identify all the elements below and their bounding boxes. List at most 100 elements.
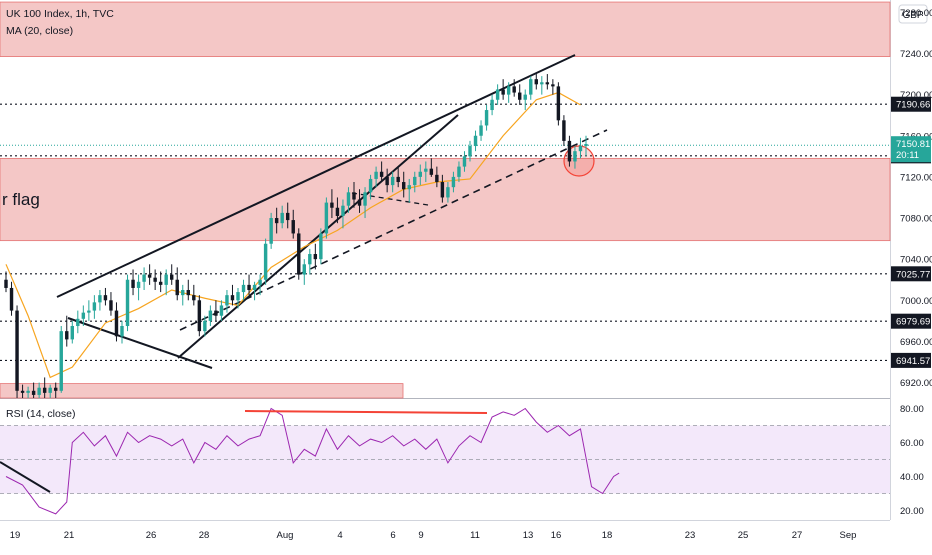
time-tick-label: 9 xyxy=(418,530,423,541)
level-badge-label: 6979.69 xyxy=(896,317,930,328)
rsi-tick-label: 20.00 xyxy=(900,506,924,517)
zones xyxy=(0,1,891,399)
candle xyxy=(462,151,467,172)
candle xyxy=(197,295,202,337)
upper-trend-line[interactable] xyxy=(56,54,576,298)
price-tick-label: 7120.00 xyxy=(900,172,932,183)
candle xyxy=(142,267,146,291)
candle xyxy=(578,137,583,159)
candle xyxy=(297,228,301,280)
candle xyxy=(230,284,235,306)
candle xyxy=(269,212,273,249)
price-tick-label: 7280.00 xyxy=(900,8,932,19)
candle xyxy=(65,315,69,347)
flag-lower-line[interactable] xyxy=(67,317,213,369)
candle xyxy=(357,189,362,213)
currency-badge[interactable]: GBP xyxy=(898,4,928,24)
candle xyxy=(114,302,119,342)
annotation-text: r flag xyxy=(2,190,40,209)
rsi-pane xyxy=(0,407,890,515)
candle xyxy=(457,161,461,183)
candle xyxy=(501,79,505,100)
candle xyxy=(368,174,373,200)
time-tick-label: 23 xyxy=(685,530,696,541)
candle xyxy=(451,171,456,193)
dashed-support-line[interactable] xyxy=(179,129,608,331)
price-tick-label: 7080.00 xyxy=(900,214,932,225)
candle xyxy=(446,182,450,203)
price-axis[interactable]: 7280.007240.007200.007160.007120.007080.… xyxy=(900,8,932,389)
candle xyxy=(274,207,279,234)
candle xyxy=(286,202,290,229)
ma-line xyxy=(5,91,581,379)
candle xyxy=(413,171,417,193)
zone-rect[interactable] xyxy=(0,157,891,242)
candle xyxy=(479,120,483,141)
candle xyxy=(59,326,63,393)
candle xyxy=(540,76,544,95)
candle xyxy=(192,284,196,306)
level-badge: 7190.66 xyxy=(891,96,931,112)
price-tick-label: 7200.00 xyxy=(900,90,932,101)
rsi-trend-line[interactable] xyxy=(0,461,51,493)
time-tick-label: 28 xyxy=(199,530,210,541)
candle xyxy=(125,274,130,332)
candle xyxy=(241,279,246,301)
candles xyxy=(4,74,588,398)
rsi-axis[interactable]: 80.00 60.00 40.00 20.00 xyxy=(900,404,924,517)
candle xyxy=(70,320,74,344)
wedge-lower-line[interactable] xyxy=(177,114,459,359)
time-tick-label: 26 xyxy=(146,530,157,541)
level-badge-label: 7190.66 xyxy=(896,100,930,111)
candle xyxy=(495,84,500,105)
candle xyxy=(280,205,284,229)
candle xyxy=(440,174,445,203)
candle xyxy=(54,382,58,398)
candle xyxy=(374,166,378,188)
candle xyxy=(396,166,400,188)
countdown-label: 20:11 xyxy=(896,150,919,161)
candle xyxy=(407,178,411,203)
time-tick-label: 6 xyxy=(390,530,395,541)
candle xyxy=(4,271,8,293)
levels xyxy=(0,103,890,361)
time-tick-label: Aug xyxy=(277,530,294,541)
price-tick-label: 6920.00 xyxy=(900,378,932,389)
price-badges: 7190.667140.467025.776979.696941.577150.… xyxy=(891,96,931,368)
candle xyxy=(258,274,262,296)
candle xyxy=(390,171,395,193)
candle xyxy=(92,295,97,319)
level-badge-label: 7025.77 xyxy=(896,269,930,280)
candle xyxy=(181,284,185,306)
price-tick-label: 7240.00 xyxy=(900,49,932,60)
zone-rect[interactable] xyxy=(0,383,404,399)
candle xyxy=(341,199,345,229)
candle xyxy=(379,161,384,183)
candle xyxy=(424,161,428,183)
candle xyxy=(103,287,108,306)
drawings[interactable] xyxy=(56,54,608,369)
level-badge: 6941.57 xyxy=(891,352,931,368)
rsi-divergence-line[interactable] xyxy=(244,410,488,414)
time-tick-label: 4 xyxy=(337,530,342,541)
current-price-label: 7150.81 xyxy=(896,139,930,150)
candle xyxy=(330,189,334,219)
candle xyxy=(247,274,251,296)
currency-label: GBP xyxy=(902,10,923,21)
level-badge: 7025.77 xyxy=(891,266,931,282)
candle xyxy=(31,382,36,398)
candle xyxy=(175,267,179,301)
candle xyxy=(48,384,52,398)
ma-legend[interactable]: MA (20, close) xyxy=(6,25,73,37)
rsi-legend[interactable]: RSI (14, close) xyxy=(6,408,75,420)
candle xyxy=(42,377,47,398)
candle xyxy=(402,171,406,198)
time-axis[interactable]: 19 21 26 28 Aug 4 6 9 11 13 16 18 23 25 27 Sep xyxy=(10,530,857,541)
candle xyxy=(236,287,240,309)
candle xyxy=(584,135,588,157)
candle xyxy=(473,130,478,152)
zone-rect[interactable] xyxy=(0,1,891,57)
candle xyxy=(529,76,533,100)
